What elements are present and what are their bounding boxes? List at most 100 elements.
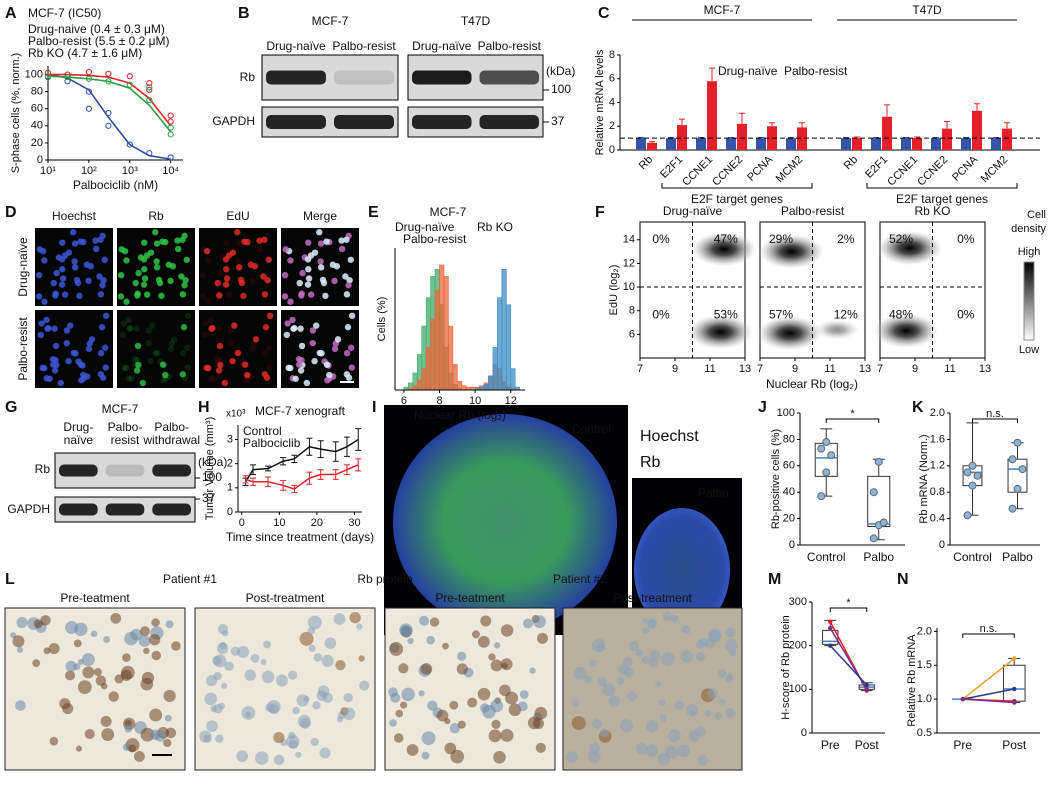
nucleus [158,292,165,300]
y-axis-title: H-score of Rb protein [780,615,792,720]
error-bar [709,67,715,82]
x-tick-label: CCNE2 [915,154,950,189]
y-tick-label: 3 [227,433,233,445]
cell [133,751,145,762]
channel-label: Merge [303,209,337,223]
cell [65,621,79,635]
cell [450,749,465,764]
x-tick-label: 10¹ [40,165,56,177]
x-tick-label: 10² [81,165,97,177]
data-point [85,105,92,112]
cell [82,666,95,679]
nucleus [159,361,167,368]
y-tick-label: 8 [609,49,615,61]
panel-letter: M [768,571,781,588]
blot-band [59,503,98,516]
y-tick-label: 100 [25,68,43,80]
error-bar [739,112,745,124]
nucleus [264,276,271,284]
nucleus [348,344,355,351]
cell [724,639,738,653]
data-point [1008,455,1017,464]
error-bar [903,137,909,139]
nucleus [348,364,356,371]
nucleus [52,356,59,364]
nucleus [222,256,230,263]
nucleus [123,298,130,305]
cell [100,715,112,727]
nucleus [333,263,341,270]
histogram-bar [416,379,423,391]
nucleus [131,361,139,368]
cell [490,699,504,713]
nucleus [140,281,148,288]
cell [124,719,132,727]
blot-band [334,115,394,129]
nucleus [59,266,66,273]
y-tick-label: 20 [783,513,795,525]
x-tick-label: PCNA [745,153,776,184]
x-tick-label: E2F1 [658,154,685,181]
nucleus [170,336,178,343]
x-tick-label: 13 [739,363,751,375]
marker-unit: (kDa) [198,455,227,469]
legend-entry: Rb KO [477,220,513,234]
nucleus [311,249,319,256]
cell [622,657,633,668]
nucleus [179,291,187,298]
y-tick-label: 0 [939,539,945,551]
nucleus [143,291,151,298]
nucleus [304,256,312,263]
pair-line [829,645,868,686]
density-cluster [692,232,756,267]
y-axis-title: Relative mRNA levels [594,49,606,155]
cell [467,697,478,708]
cell [429,617,440,627]
colorbar-title: density [1011,223,1046,235]
legend-entry: Drug-naïve [395,220,455,234]
nucleus [134,356,141,364]
cell [101,728,115,741]
lane-label: Palbo- [154,420,189,434]
x-tick-label: Post [1002,738,1027,752]
cell [319,747,331,759]
nucleus [174,245,182,253]
nucleus [184,344,191,351]
nucleus [123,257,130,264]
nucleus [134,342,142,350]
quadrant-label: 53% [714,308,738,322]
error-bar [769,122,775,127]
x-tick-label: 7 [757,363,763,375]
density-cluster [815,319,859,340]
x-tick-label: 13 [859,363,871,375]
error-bar [1004,122,1010,129]
nucleus [305,266,312,273]
cell [73,639,82,648]
cell [642,617,649,625]
nucleus [343,291,351,298]
nucleus [205,364,212,372]
colorbar-high: High [1018,246,1041,258]
cell [477,635,490,648]
x-tick-label: 10³ [122,165,138,177]
error-bar [317,440,324,459]
nucleus [234,349,242,357]
row-label: Palbo-resist [16,317,30,381]
nucleus [53,269,60,277]
channel-label: EdU [226,209,249,223]
nucleus [289,316,296,324]
cell [635,649,644,657]
cell [224,661,234,671]
nucleus [59,239,66,246]
cell [312,701,321,710]
nucleus [343,349,351,357]
histogram-bar [421,368,427,391]
error-bar [291,484,298,494]
histogram-bar [412,385,418,391]
nucleus [118,246,125,253]
cell [222,629,229,637]
cell [336,716,344,723]
chart-title: MCF-7 [430,205,467,219]
nucleus [183,256,190,263]
nucleus [97,236,104,243]
